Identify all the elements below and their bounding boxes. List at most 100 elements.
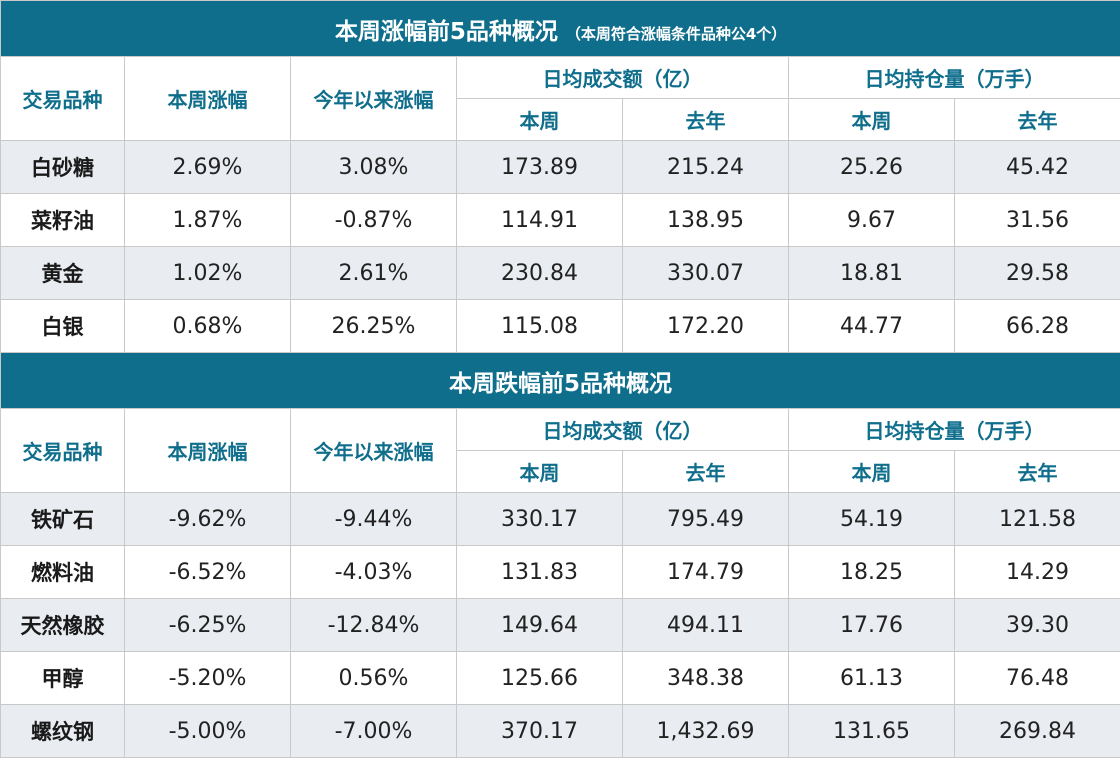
volume-last-year: 174.79 <box>622 545 789 599</box>
volume-last-year: 138.95 <box>622 193 789 247</box>
open-interest-last-year: 31.56 <box>953 193 1120 247</box>
ytd-change: -0.87% <box>290 193 457 247</box>
weekly-change: 1.87% <box>124 193 291 247</box>
open-interest-last-year: 76.48 <box>953 651 1120 705</box>
volume-last-year: 1,432.69 <box>622 704 789 758</box>
open-interest-this-week: 131.65 <box>788 704 955 758</box>
volume-this-week: 370.17 <box>456 704 623 758</box>
gainers-banner: 本周涨幅前5品种概况 （本周符合涨幅条件品种公4个） <box>0 0 1120 57</box>
table-row: 白银 0.68% 26.25% 115.08 172.20 44.77 66.28 <box>0 299 1120 353</box>
volume-this-week: 114.91 <box>456 193 623 247</box>
losers-header-weekly-change: 本周涨幅 <box>124 408 291 493</box>
open-interest-this-week: 9.67 <box>788 193 955 247</box>
losers-subheader-vol-this-week: 本周 <box>456 450 623 493</box>
losers-subheader-row: 本周 去年 本周 去年 <box>1 450 1120 493</box>
weekly-change: -6.25% <box>124 598 291 652</box>
gainers-title: 本周涨幅前5品种概况 <box>334 18 558 45</box>
volume-last-year: 215.24 <box>622 140 789 194</box>
volume-this-week: 330.17 <box>456 492 623 546</box>
gainers-subheader-oi-last-year: 去年 <box>953 98 1120 141</box>
volume-this-week: 115.08 <box>456 299 623 353</box>
variety-name: 黄金 <box>0 246 125 300</box>
open-interest-last-year: 121.58 <box>953 492 1120 546</box>
volume-this-week: 230.84 <box>456 246 623 300</box>
volume-last-year: 330.07 <box>622 246 789 300</box>
losers-header-row: 交易品种 本周涨幅 今年以来涨幅 日均成交额（亿） 日均持仓量（万手） <box>0 408 1120 493</box>
volume-last-year: 494.11 <box>622 598 789 652</box>
losers-header-avg-open-interest: 日均持仓量（万手） <box>787 408 1120 451</box>
gainers-note: （本周符合涨幅条件品种公4个） <box>565 24 787 43</box>
ytd-change: 26.25% <box>290 299 457 353</box>
open-interest-this-week: 18.25 <box>788 545 955 599</box>
table-row: 菜籽油 1.87% -0.87% 114.91 138.95 9.67 31.56 <box>0 193 1120 247</box>
ytd-change: -12.84% <box>290 598 457 652</box>
variety-name: 白砂糖 <box>0 140 125 194</box>
losers-subheader-oi-this-week: 本周 <box>788 450 955 493</box>
table-row: 螺纹钢 -5.00% -7.00% 370.17 1,432.69 131.65 269.8… <box>0 704 1120 758</box>
ytd-change: -9.44% <box>290 492 457 546</box>
open-interest-last-year: 66.28 <box>953 299 1120 353</box>
gainers-header-weekly-change: 本周涨幅 <box>124 56 291 141</box>
ytd-change: -4.03% <box>290 545 457 599</box>
table-row: 黄金 1.02% 2.61% 230.84 330.07 18.81 29.58 <box>0 246 1120 300</box>
volume-this-week: 125.66 <box>456 651 623 705</box>
gainers-banner-cell: 本周涨幅前5品种概况 （本周符合涨幅条件品种公4个） <box>0 0 1120 57</box>
gainers-header-avg-volume: 日均成交额（亿） <box>456 56 789 99</box>
ytd-change: -7.00% <box>290 704 457 758</box>
volume-this-week: 131.83 <box>456 545 623 599</box>
variety-name: 铁矿石 <box>0 492 125 546</box>
gainers-header-variety: 交易品种 <box>0 56 125 141</box>
variety-name: 螺纹钢 <box>0 704 125 758</box>
open-interest-last-year: 39.30 <box>953 598 1120 652</box>
weekly-change: -5.20% <box>124 651 291 705</box>
table-row: 甲醇 -5.20% 0.56% 125.66 348.38 61.13 76.48 <box>0 651 1120 705</box>
losers-banner: 本周跌幅前5品种概况 <box>0 352 1120 409</box>
open-interest-this-week: 25.26 <box>788 140 955 194</box>
ytd-change: 3.08% <box>290 140 457 194</box>
open-interest-last-year: 14.29 <box>953 545 1120 599</box>
gainers-subheader-vol-this-week: 本周 <box>456 98 623 141</box>
losers-header-ytd-change: 今年以来涨幅 <box>290 408 457 493</box>
ytd-change: 2.61% <box>290 246 457 300</box>
ytd-change: 0.56% <box>290 651 457 705</box>
table-row: 燃料油 -6.52% -4.03% 131.83 174.79 18.25 14.29 <box>0 545 1120 599</box>
losers-header-variety: 交易品种 <box>0 408 125 493</box>
table-row: 天然橡胶 -6.25% -12.84% 149.64 494.11 17.76 39.30 <box>0 598 1120 652</box>
open-interest-this-week: 61.13 <box>788 651 955 705</box>
losers-title: 本周跌幅前5品种概况 <box>449 370 673 397</box>
gainers-subheader-vol-last-year: 去年 <box>622 98 789 141</box>
open-interest-this-week: 17.76 <box>788 598 955 652</box>
volume-last-year: 348.38 <box>622 651 789 705</box>
open-interest-last-year: 269.84 <box>953 704 1120 758</box>
volume-this-week: 173.89 <box>456 140 623 194</box>
weekly-change: 0.68% <box>124 299 291 353</box>
table-row: 铁矿石 -9.62% -9.44% 330.17 795.49 54.19 121.58 <box>0 492 1120 546</box>
variety-name: 天然橡胶 <box>0 598 125 652</box>
weekly-change: 1.02% <box>124 246 291 300</box>
losers-banner-cell: 本周跌幅前5品种概况 <box>0 352 1120 409</box>
gainers-header-ytd-change: 今年以来涨幅 <box>290 56 457 141</box>
open-interest-this-week: 54.19 <box>788 492 955 546</box>
gainers-header-row: 交易品种 本周涨幅 今年以来涨幅 日均成交额（亿） 日均持仓量（万手） <box>0 56 1120 141</box>
weekly-change: -5.00% <box>124 704 291 758</box>
volume-last-year: 795.49 <box>622 492 789 546</box>
table-row: 白砂糖 2.69% 3.08% 173.89 215.24 25.26 45.42 <box>0 140 1120 194</box>
weekly-change: -6.52% <box>124 545 291 599</box>
variety-name: 甲醇 <box>0 651 125 705</box>
variety-name: 菜籽油 <box>0 193 125 247</box>
losers-header-avg-volume: 日均成交额（亿） <box>456 408 789 451</box>
gainers-subheader-row: 本周 去年 本周 去年 <box>1 98 1120 141</box>
open-interest-last-year: 29.58 <box>953 246 1120 300</box>
variety-name: 白银 <box>0 299 125 353</box>
weekly-change: 2.69% <box>124 140 291 194</box>
volume-last-year: 172.20 <box>622 299 789 353</box>
volume-this-week: 149.64 <box>456 598 623 652</box>
losers-subheader-vol-last-year: 去年 <box>622 450 789 493</box>
gainers-header-avg-open-interest: 日均持仓量（万手） <box>787 56 1120 99</box>
weekly-change: -9.62% <box>124 492 291 546</box>
open-interest-this-week: 44.77 <box>788 299 955 353</box>
gainers-subheader-oi-this-week: 本周 <box>788 98 955 141</box>
open-interest-last-year: 45.42 <box>953 140 1120 194</box>
